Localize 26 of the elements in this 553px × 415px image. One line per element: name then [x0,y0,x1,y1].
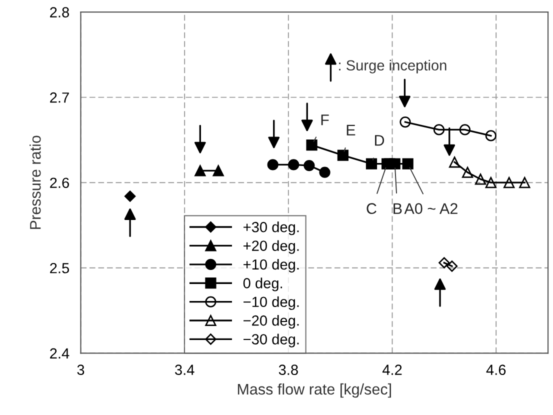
legend-label: +30 deg. [244,222,299,236]
annotation: F [321,114,329,126]
x-tick-label: 3.4 [175,364,194,375]
legend-label: −30 deg. [244,334,299,348]
y-tick-label: 2.4 [50,348,70,358]
x-axis-title: Mass flow rate [kg/sec] [238,383,391,398]
annotation: C [366,203,376,214]
y-tick-label: 2.8 [50,7,69,18]
annotation: B [394,203,402,214]
x-tick-label: 4.2 [382,364,402,375]
y-axis-title: Pressure ratio [30,136,41,229]
x-tick-label: 3.8 [278,364,298,375]
legend-label: +10 deg. [244,258,299,273]
x-tick-label: 3 [77,364,84,375]
annotation: E [346,124,356,136]
annotation: D [375,135,384,146]
legend-label: −20 deg. [244,315,299,329]
legend-label: +20 deg. [244,240,299,254]
y-tick-label: 2.6 [50,178,69,188]
annotation: A0 ~ A2 [404,203,458,214]
y-tick-label: 2.5 [50,262,70,274]
annotation: : Surge inception [339,60,446,74]
y-tick-label: 2.7 [50,92,69,103]
legend-label: 0 deg. [243,278,282,292]
legend-label: −10 deg. [244,296,299,310]
x-tick-label: 4.6 [486,364,506,375]
